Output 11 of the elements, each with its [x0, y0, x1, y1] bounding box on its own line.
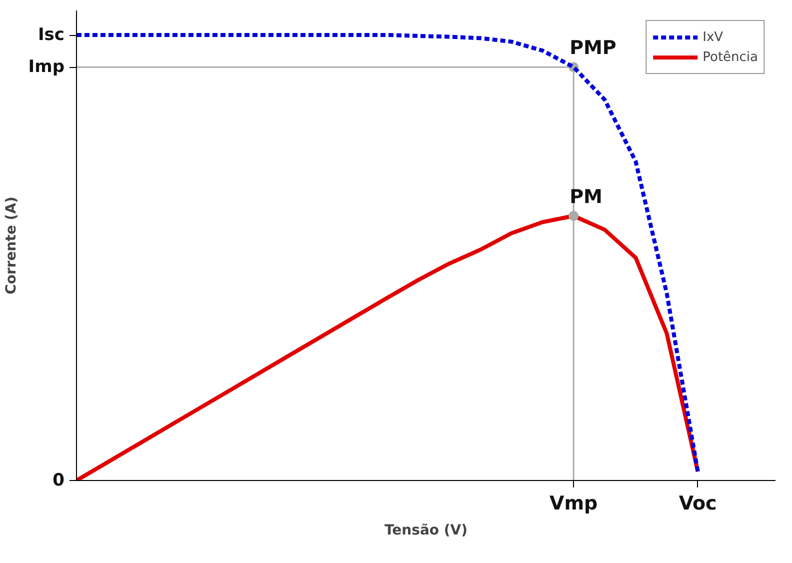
legend-label: Potência	[702, 50, 758, 64]
x-tick-label: Voc	[678, 492, 717, 514]
text: Isc	[38, 25, 65, 45]
x-axis-title: Tensão (V)	[384, 522, 468, 538]
text: 0	[52, 470, 65, 490]
annotation: PMP	[570, 37, 616, 60]
legend-label: IxV	[702, 30, 724, 44]
x-tick-label: Vmp	[550, 492, 598, 514]
ref-line-label: Imp	[28, 57, 65, 78]
y-axis-title: Corrente (A)	[3, 196, 20, 294]
annotation: PM	[570, 186, 602, 208]
